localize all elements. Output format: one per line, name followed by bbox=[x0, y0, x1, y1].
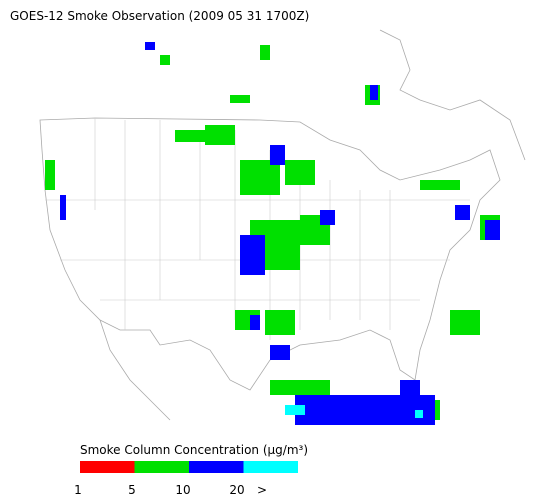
legend-swatch bbox=[189, 461, 244, 473]
legend-swatch bbox=[134, 461, 189, 473]
legend-label: 1 bbox=[74, 483, 82, 497]
legend-title: Smoke Column Concentration (μg/m³) bbox=[80, 443, 308, 457]
legend-label: 5 bbox=[128, 483, 136, 497]
legend-label: 20 bbox=[229, 483, 244, 497]
legend: 1 5 10 20 > bbox=[74, 461, 298, 497]
base-map bbox=[39, 29, 526, 421]
map-title: GOES-12 Smoke Observation (2009 05 31 17… bbox=[10, 9, 309, 23]
legend-label: 10 bbox=[175, 483, 190, 497]
legend-swatch bbox=[243, 461, 298, 473]
legend-swatch bbox=[80, 461, 135, 473]
smoke-pixels bbox=[45, 42, 500, 425]
legend-label: > bbox=[257, 483, 267, 497]
